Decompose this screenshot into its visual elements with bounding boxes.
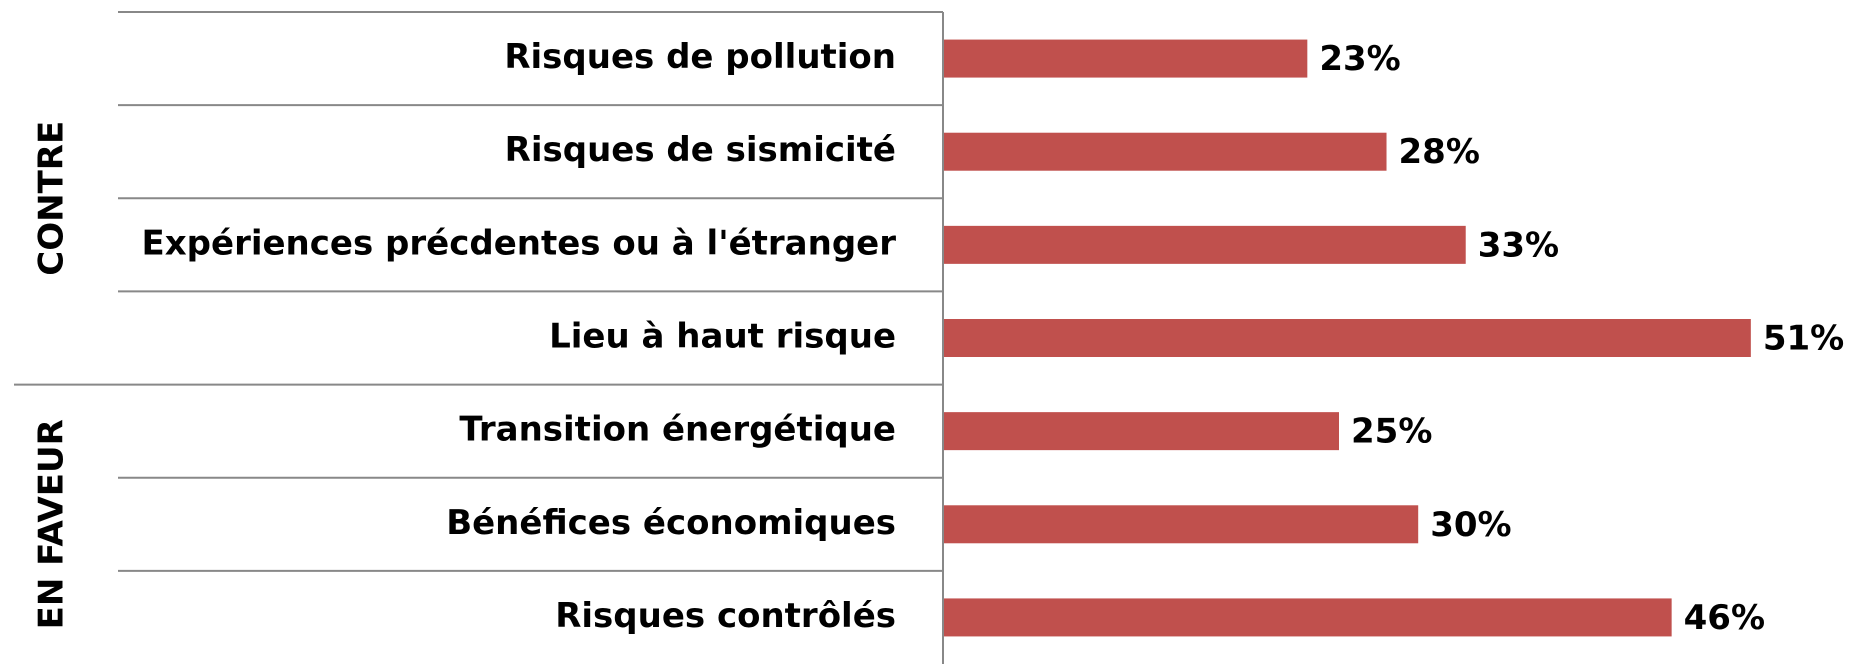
category-label: Risques de pollution	[504, 37, 896, 77]
category-label: Bénéfices économiques	[446, 503, 896, 543]
value-label: 46%	[1684, 598, 1765, 638]
value-label: 23%	[1319, 39, 1400, 79]
bar	[943, 225, 1466, 264]
category-label: Expériences précdentes ou à l'étranger	[142, 223, 897, 263]
category-label: Risques de sismicité	[505, 130, 896, 170]
bar	[943, 505, 1419, 544]
bar	[943, 412, 1339, 451]
category-label: Transition énergétique	[459, 410, 896, 450]
category-label: Risques contrôlés	[555, 596, 896, 636]
bar	[943, 39, 1308, 78]
value-label: 33%	[1478, 225, 1559, 265]
value-label: 25%	[1351, 412, 1432, 452]
category-label: Lieu à haut risque	[549, 317, 896, 357]
value-label: 51%	[1763, 319, 1844, 359]
group-label: CONTRE	[32, 121, 72, 276]
group-label: EN FAVEUR	[32, 419, 72, 629]
bar	[943, 598, 1672, 637]
bar	[943, 132, 1387, 171]
value-label: 28%	[1399, 132, 1480, 172]
bar	[943, 319, 1751, 357]
value-label: 30%	[1430, 505, 1511, 545]
